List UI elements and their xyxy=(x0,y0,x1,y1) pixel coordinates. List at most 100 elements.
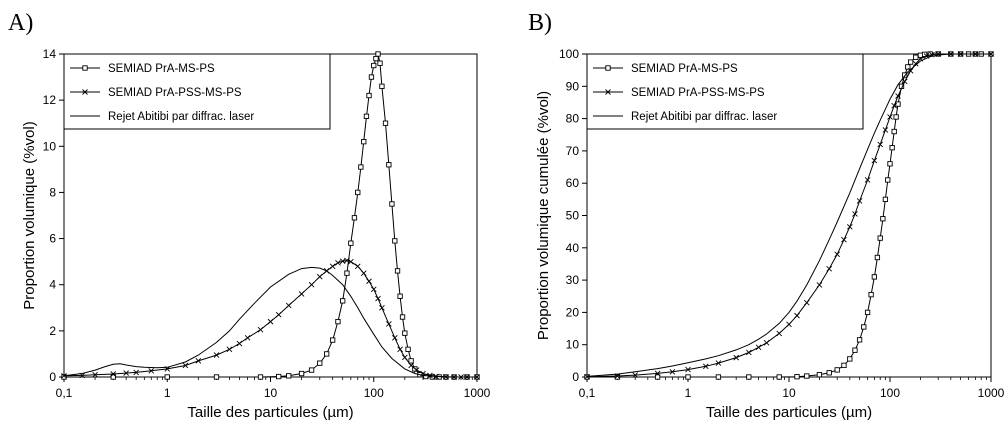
y-tick-label: 20 xyxy=(566,305,580,319)
data-point-stroke xyxy=(316,273,323,280)
legend-item: SEMIAD PrA-PSS-MS-PS xyxy=(70,87,242,99)
data-point xyxy=(427,372,433,379)
data-point xyxy=(907,59,914,65)
data-point-stroke xyxy=(285,302,292,309)
legend-item: SEMIAD PrA-MS-PS xyxy=(593,63,738,75)
data-point-stroke xyxy=(123,370,129,376)
legend-item: Rejet Abitibi par diffrac. laser xyxy=(70,111,254,123)
y-tick-label: 70 xyxy=(566,144,580,158)
data-point xyxy=(841,362,847,369)
data-point xyxy=(654,370,661,377)
data-point-stroke xyxy=(61,373,67,379)
legend-label: Rejet Abitibi par diffrac. laser xyxy=(108,111,254,123)
data-point xyxy=(382,120,389,126)
data-point xyxy=(276,373,282,380)
series-3 xyxy=(63,266,477,378)
y-tick-label: 10 xyxy=(43,139,57,153)
panel-label: A) xyxy=(8,10,33,36)
data-point-stroke xyxy=(895,93,901,99)
data-point xyxy=(816,282,823,288)
data-point xyxy=(841,236,847,243)
data-point-stroke xyxy=(226,346,233,353)
data-point-stroke xyxy=(354,263,361,270)
data-point xyxy=(702,363,709,370)
data-point xyxy=(110,374,116,380)
chart-panel-2: B) 0 10 20 30 40 50 60 70 80 90 100 0,1 1 10 100 1000 Tai… xyxy=(528,10,1005,421)
data-point xyxy=(715,360,722,366)
data-point xyxy=(397,293,403,299)
x-tick-label: 100 xyxy=(364,386,384,400)
data-point-stroke xyxy=(82,89,88,95)
data-point xyxy=(298,291,305,297)
data-point-stroke xyxy=(745,349,752,356)
data-point xyxy=(92,371,98,378)
x-axis-title: Taille des particules (µm) xyxy=(706,404,872,421)
data-point xyxy=(354,263,361,270)
data-point xyxy=(882,127,889,133)
data-point xyxy=(861,324,867,330)
data-point xyxy=(605,65,611,71)
data-point xyxy=(895,101,901,107)
data-point xyxy=(389,201,395,207)
data-point-stroke xyxy=(786,321,792,328)
data-point xyxy=(803,299,810,306)
data-point xyxy=(182,362,189,369)
y-tick-label: 30 xyxy=(566,273,580,287)
data-point xyxy=(405,346,411,352)
series-line xyxy=(586,53,991,377)
data-point xyxy=(123,370,129,376)
data-point xyxy=(776,330,783,337)
data-point xyxy=(377,60,383,66)
data-point-stroke xyxy=(763,339,770,346)
data-point xyxy=(874,254,881,261)
data-point xyxy=(366,278,372,285)
y-tick-label: 8 xyxy=(49,185,56,199)
data-point xyxy=(348,240,354,246)
data-point xyxy=(632,372,639,378)
data-point xyxy=(733,354,740,361)
x-tick-label: 0,1 xyxy=(579,386,596,400)
y-tick-label: 2 xyxy=(49,324,56,338)
data-point xyxy=(669,369,676,375)
legend-label: SEMIAD PrA-MS-PS xyxy=(631,63,738,75)
legend-box xyxy=(586,53,864,130)
data-point xyxy=(366,92,372,99)
data-point xyxy=(110,371,117,377)
data-point xyxy=(880,216,886,222)
data-point xyxy=(852,211,858,217)
data-point-stroke xyxy=(834,251,841,258)
data-point-stroke xyxy=(901,78,908,85)
legend-item: Rejet Abitibi par diffrac. laser xyxy=(593,111,777,123)
data-point-stroke xyxy=(794,312,800,319)
data-point-stroke xyxy=(257,326,264,333)
y-tick-label: 60 xyxy=(566,176,580,190)
legend-box xyxy=(63,53,331,130)
y-tick-label: 14 xyxy=(43,47,57,61)
data-point xyxy=(893,114,899,120)
data-point-stroke xyxy=(923,53,930,59)
y-axis-title: Proportion volumique (%vol) xyxy=(21,121,38,309)
data-point-stroke xyxy=(882,127,889,133)
data-point xyxy=(330,337,336,343)
series-line xyxy=(63,259,477,378)
data-point xyxy=(905,64,911,70)
data-point xyxy=(308,367,315,373)
y-tick-label: 6 xyxy=(49,232,56,246)
data-point-stroke xyxy=(584,373,590,380)
data-point xyxy=(379,83,385,89)
y-axis-title: Proportion volumique cumulée (%vol) xyxy=(535,91,552,340)
data-point-stroke xyxy=(912,60,919,67)
panel-label: B) xyxy=(528,10,552,36)
data-point xyxy=(82,89,88,95)
data-point xyxy=(375,295,381,302)
data-point-stroke xyxy=(852,211,858,217)
data-point xyxy=(408,362,414,369)
data-point-stroke xyxy=(244,334,251,341)
data-point xyxy=(324,351,330,357)
data-point-stroke xyxy=(375,295,381,302)
data-point-stroke xyxy=(846,223,853,230)
data-point xyxy=(786,321,792,328)
series-3 xyxy=(586,53,991,377)
data-point xyxy=(885,177,891,183)
series-line xyxy=(63,266,477,378)
